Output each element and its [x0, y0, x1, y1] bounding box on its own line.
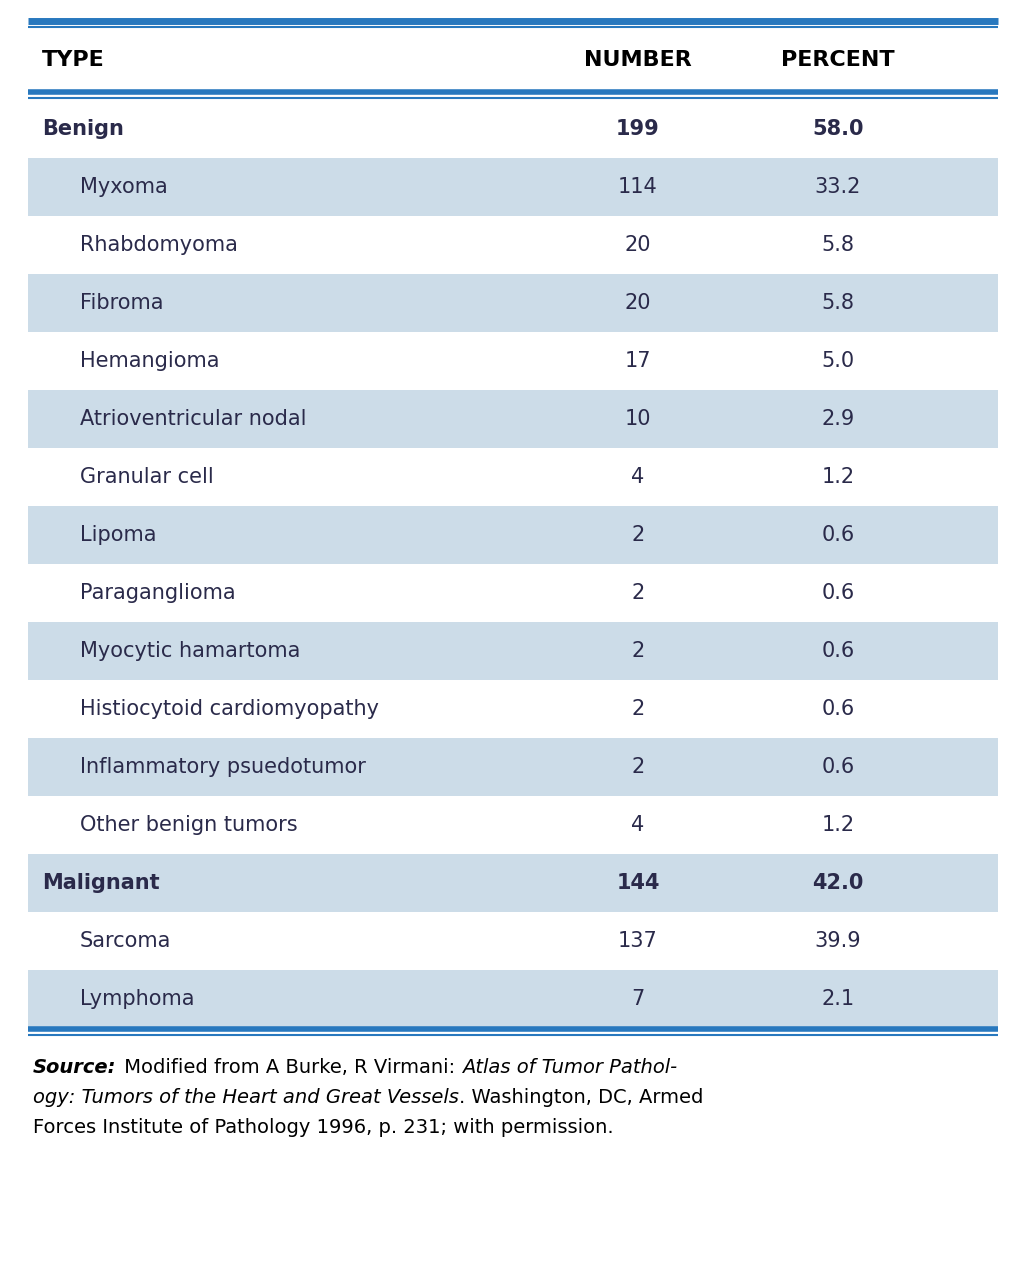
Text: 20: 20	[625, 293, 652, 313]
Text: Fibroma: Fibroma	[80, 293, 163, 313]
Bar	[28, 970, 998, 1029]
Bar	[28, 448, 998, 505]
Text: Atrioventricular nodal: Atrioventricular nodal	[80, 409, 307, 429]
Text: Rhabdomyoma: Rhabdomyoma	[80, 236, 238, 255]
Text: 2: 2	[631, 583, 644, 603]
Text: 5.8: 5.8	[822, 293, 855, 313]
Text: 17: 17	[625, 351, 652, 370]
Text: 114: 114	[618, 177, 658, 197]
Bar	[28, 680, 998, 738]
Text: 137: 137	[618, 931, 658, 951]
Text: Myxoma: Myxoma	[80, 177, 167, 197]
Text: 20: 20	[625, 236, 652, 255]
Text: PERCENT: PERCENT	[781, 50, 895, 70]
Text: Atlas of Tumor Pathol-: Atlas of Tumor Pathol-	[462, 1058, 677, 1077]
Text: Lipoma: Lipoma	[80, 524, 157, 545]
Text: Lymphoma: Lymphoma	[80, 989, 195, 1009]
Text: 0.6: 0.6	[822, 699, 855, 719]
Text: 2: 2	[631, 524, 644, 545]
Text: Other benign tumors: Other benign tumors	[80, 815, 298, 835]
Bar	[28, 505, 998, 564]
Text: 2.9: 2.9	[822, 409, 855, 429]
Text: 2: 2	[631, 757, 644, 777]
Bar	[28, 274, 998, 332]
Bar	[28, 796, 998, 854]
Bar	[28, 158, 998, 216]
Text: 39.9: 39.9	[815, 931, 861, 951]
Bar	[28, 854, 998, 911]
Text: Granular cell: Granular cell	[80, 467, 213, 488]
Text: Hemangioma: Hemangioma	[80, 351, 220, 370]
Text: 58.0: 58.0	[813, 118, 864, 139]
Text: . Washington, DC, Armed: . Washington, DC, Armed	[459, 1088, 703, 1108]
Text: 1.2: 1.2	[822, 467, 855, 488]
Text: ogy: Tumors of the Heart and Great Vessels: ogy: Tumors of the Heart and Great Vesse…	[33, 1088, 459, 1108]
Bar	[28, 216, 998, 274]
Bar	[28, 390, 998, 448]
Text: 33.2: 33.2	[815, 177, 861, 197]
Text: Histiocytoid cardiomyopathy: Histiocytoid cardiomyopathy	[80, 699, 379, 719]
Text: 0.6: 0.6	[822, 583, 855, 603]
Text: 199: 199	[617, 118, 660, 139]
Bar	[28, 29, 998, 90]
Text: Source:: Source:	[33, 1058, 116, 1077]
Text: 5.8: 5.8	[822, 236, 855, 255]
Text: 42.0: 42.0	[813, 873, 864, 892]
Text: NUMBER: NUMBER	[584, 50, 692, 70]
Text: Myocytic hamartoma: Myocytic hamartoma	[80, 642, 301, 661]
Text: Modified from A Burke, R Virmani:: Modified from A Burke, R Virmani:	[118, 1058, 462, 1077]
Text: 5.0: 5.0	[822, 351, 855, 370]
Text: 7: 7	[631, 989, 644, 1009]
Text: Sarcoma: Sarcoma	[80, 931, 171, 951]
Text: Paraganglioma: Paraganglioma	[80, 583, 236, 603]
Text: 0.6: 0.6	[822, 524, 855, 545]
Text: 2.1: 2.1	[822, 989, 855, 1009]
Text: 0.6: 0.6	[822, 757, 855, 777]
Text: Inflammatory psuedotumor: Inflammatory psuedotumor	[80, 757, 366, 777]
Text: 10: 10	[625, 409, 652, 429]
Text: Malignant: Malignant	[42, 873, 160, 892]
Bar	[28, 101, 998, 158]
Bar	[28, 738, 998, 796]
Bar	[28, 911, 998, 970]
Text: TYPE: TYPE	[42, 50, 105, 70]
Bar	[28, 564, 998, 622]
Text: 1.2: 1.2	[822, 815, 855, 835]
Bar	[28, 622, 998, 680]
Text: 2: 2	[631, 642, 644, 661]
Text: Forces Institute of Pathology 1996, p. 231; with permission.: Forces Institute of Pathology 1996, p. 2…	[33, 1118, 614, 1137]
Bar	[28, 332, 998, 390]
Text: Benign: Benign	[42, 118, 124, 139]
Text: 4: 4	[631, 815, 644, 835]
Text: 2: 2	[631, 699, 644, 719]
Text: 4: 4	[631, 467, 644, 488]
Text: 144: 144	[617, 873, 660, 892]
Text: 0.6: 0.6	[822, 642, 855, 661]
